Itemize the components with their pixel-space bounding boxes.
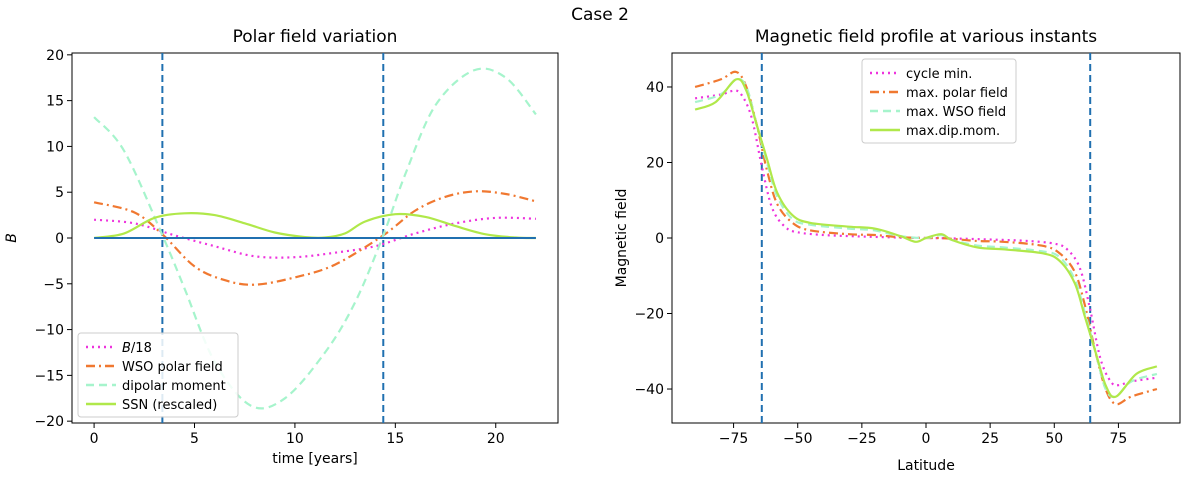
legend: cycle min. max. polar field max. WSO fie… <box>861 58 1017 144</box>
y-tick-label: −20 <box>634 307 664 323</box>
y-tick-label: 10 <box>46 139 64 155</box>
x-axis-label: time [years] <box>272 451 358 467</box>
legend-label-dip: max.dip.mom. <box>906 124 1000 139</box>
x-tick-label: 75 <box>1110 431 1128 447</box>
y-tick-label: 15 <box>46 94 64 110</box>
y-tick-label: 0 <box>655 231 664 247</box>
y-tick-label: −20 <box>34 414 64 430</box>
x-tick-label: 25 <box>981 431 999 447</box>
legend-label-dipolar: dipolar moment <box>122 379 226 394</box>
chart-title: Polar field variation <box>233 27 398 47</box>
legend-label-b18-italic: B <box>122 341 131 356</box>
legend-label-wso: max. WSO field <box>906 105 1006 120</box>
x-tick-label: 5 <box>190 431 199 447</box>
y-tick-label: −15 <box>34 368 64 384</box>
y-tick-label: −5 <box>43 277 64 293</box>
series-layer <box>93 67 537 410</box>
x-ticks: −75 −50 −25 0 25 50 75 <box>719 423 1128 447</box>
y-tick-label: 0 <box>55 231 64 247</box>
legend-label-b18-rest: /18 <box>131 341 152 356</box>
y-axis-label: Magnetic field <box>614 189 630 288</box>
x-tick-label: 0 <box>90 431 99 447</box>
x-tick-label: 20 <box>487 431 505 447</box>
x-ticks: 0 5 10 15 20 <box>90 423 505 447</box>
y-tick-label: −40 <box>634 382 664 398</box>
legend-label-wso: WSO polar field <box>122 360 223 375</box>
series-line-dipolar <box>93 67 537 410</box>
y-tick-label: −10 <box>34 323 64 339</box>
polar-field-panel: Polar field variation 0 5 10 15 20 −20 −15 −10… <box>4 27 559 467</box>
figure-title: Case 2 <box>571 5 629 25</box>
y-tick-label: 5 <box>55 185 64 201</box>
x-tick-label: −50 <box>783 431 813 447</box>
x-tick-label: −25 <box>847 431 877 447</box>
x-tick-label: 10 <box>286 431 304 447</box>
series-line-b18 <box>94 216 536 259</box>
y-tick-label: 40 <box>646 80 664 96</box>
y-ticks: −20 −15 −10 −5 0 5 10 15 20 <box>34 48 72 430</box>
series-layer <box>694 70 1158 406</box>
x-axis-label: Latitude <box>897 458 955 474</box>
x-tick-label: −75 <box>719 431 749 447</box>
legend-label-b18: B/18 <box>122 341 152 356</box>
y-ticks: −40 −20 0 20 40 <box>634 80 672 398</box>
series-line-wso <box>93 190 537 286</box>
series-line-cycle <box>694 89 1158 387</box>
legend-label-ssn: SSN (rescaled) <box>122 398 217 413</box>
x-tick-label: 50 <box>1045 431 1063 447</box>
x-tick-label: 15 <box>386 431 404 447</box>
vline-layer <box>760 53 1092 423</box>
y-tick-label: 20 <box>46 48 64 64</box>
legend-label-polar: max. polar field <box>906 86 1008 101</box>
legend-box <box>77 332 239 418</box>
series-line-dip <box>694 77 1158 399</box>
magnetic-profile-panel: Magnetic field profile at various instan… <box>614 27 1181 474</box>
y-tick-label: 20 <box>646 155 664 171</box>
x-tick-label: 0 <box>922 431 931 447</box>
legend-box <box>861 58 1017 144</box>
chart-title: Magnetic field profile at various instan… <box>755 27 1097 47</box>
legend-label-cycle: cycle min. <box>906 67 972 82</box>
legend: B/18 WSO polar field dipolar moment SSN … <box>77 332 239 418</box>
y-axis-label: B <box>4 233 20 243</box>
